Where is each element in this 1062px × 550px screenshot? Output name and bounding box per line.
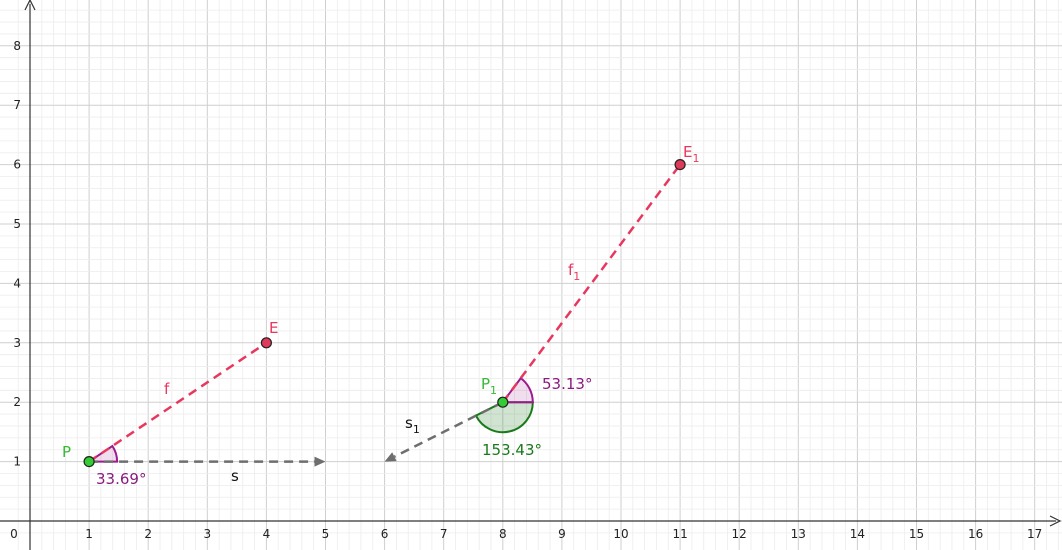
x-tick-label: 3	[203, 527, 211, 541]
label-segment-f1-name: f	[568, 261, 574, 279]
x-tick-label: 12	[732, 527, 747, 541]
x-tick-label: 14	[850, 527, 865, 541]
vector-s1[interactable]	[393, 401, 504, 458]
x-tick-label: 4	[263, 527, 271, 541]
label-point-P1-sub: 1	[490, 384, 497, 397]
x-tick-label: 0	[10, 527, 18, 541]
y-tick-label: 2	[13, 395, 21, 409]
angle-153-43-sector[interactable]	[474, 401, 534, 434]
point-E1[interactable]	[674, 159, 686, 171]
label-point-E1-sub: 1	[692, 152, 699, 165]
y-tick-label: 3	[13, 336, 21, 350]
point-P[interactable]	[83, 456, 95, 468]
label-vector-s: s	[231, 467, 239, 485]
y-axis-arrow	[24, 0, 36, 11]
x-axis-arrow	[1049, 515, 1062, 527]
point-E[interactable]	[260, 337, 272, 349]
y-tick-label: 6	[13, 158, 21, 172]
label-vector-s1: s1	[405, 414, 420, 436]
vector-s-arrowhead	[314, 456, 326, 467]
label-point-E-name: E	[269, 319, 278, 337]
y-tick-label: 8	[13, 39, 21, 53]
x-tick-label: 6	[381, 527, 389, 541]
x-tick-label: 9	[558, 527, 566, 541]
x-tick-label: 1	[85, 527, 93, 541]
y-tick-label: 5	[13, 217, 21, 231]
label-vector-s1-sub: 1	[413, 423, 420, 436]
x-tick-label: 13	[791, 527, 806, 541]
y-tick-label: 1	[13, 455, 21, 469]
x-tick-label: 8	[499, 527, 507, 541]
x-tick-labels: 0 1 2 3 4 5 6 7 8 9 10 11 12 13 14 15 16 17	[10, 527, 1042, 541]
vector-s1-arrowhead	[384, 452, 397, 462]
label-segment-f1-sub: 1	[573, 270, 580, 283]
label-point-P: P	[62, 443, 71, 461]
x-tick-label: 11	[672, 527, 687, 541]
x-tick-label: 15	[909, 527, 924, 541]
angle-label-153-43: 153.43°	[482, 441, 542, 459]
x-tick-label: 2	[144, 527, 152, 541]
label-point-P1-name: P	[481, 375, 490, 393]
label-segment-f-name: f	[164, 380, 170, 398]
label-vector-s-name: s	[231, 467, 239, 485]
label-point-E1-name: E	[683, 143, 692, 161]
label-point-P1: P1	[481, 375, 497, 397]
label-point-E: E	[269, 319, 278, 337]
y-tick-labels: 1 2 3 4 5 6 7 8	[13, 39, 21, 469]
point-P1[interactable]	[497, 396, 509, 408]
x-tick-label: 17	[1027, 527, 1042, 541]
y-tick-label: 7	[13, 98, 21, 112]
label-segment-f: f	[164, 380, 170, 398]
label-segment-f1: f1	[568, 261, 580, 283]
angle-label-53-13: 53.13°	[542, 375, 592, 393]
segment-f1[interactable]	[501, 163, 682, 403]
x-tick-label: 10	[613, 527, 628, 541]
x-tick-label: 7	[440, 527, 448, 541]
label-vector-s1-name: s	[405, 414, 413, 432]
x-tick-label: 16	[968, 527, 983, 541]
label-point-E1: E1	[683, 143, 699, 165]
segment-f[interactable]	[88, 341, 268, 463]
label-point-P-name: P	[62, 443, 71, 461]
angle-label-33-69: 33.69°	[96, 470, 146, 488]
y-tick-label: 4	[13, 276, 21, 290]
angle-53-13-sector[interactable]	[500, 376, 534, 404]
x-tick-label: 5	[322, 527, 330, 541]
